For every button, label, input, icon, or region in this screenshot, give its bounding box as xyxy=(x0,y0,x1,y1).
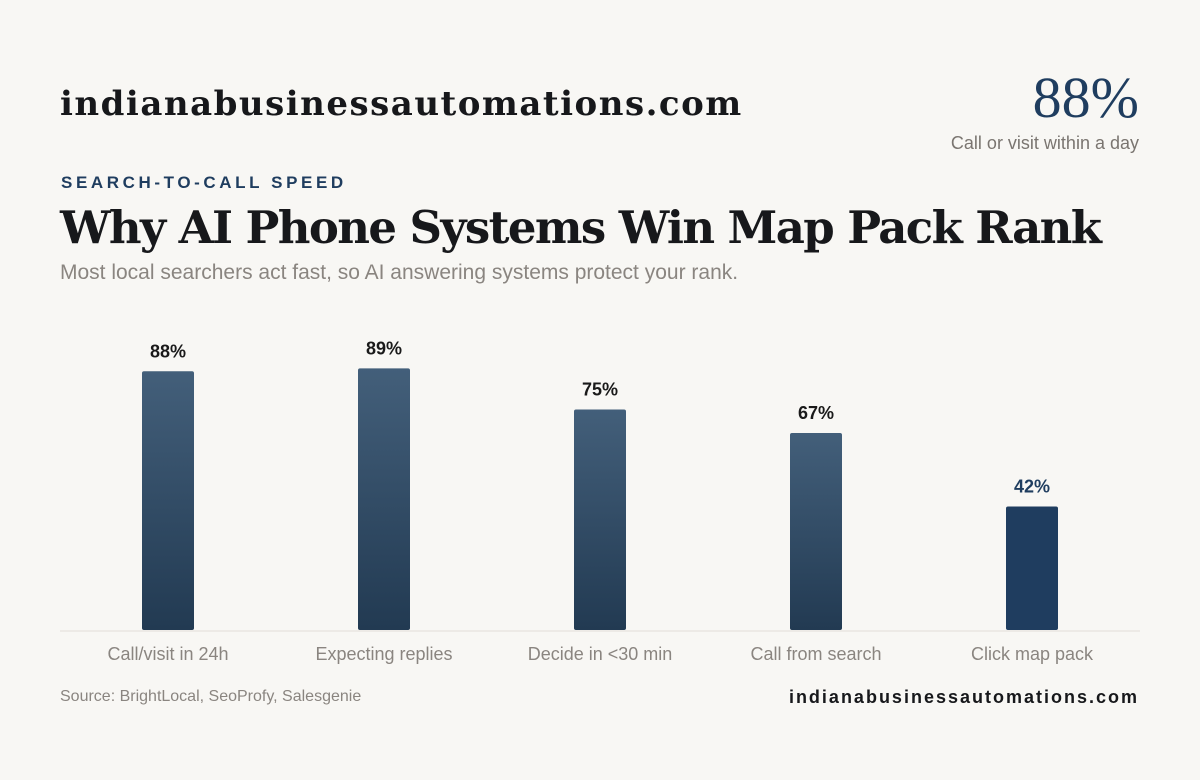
category-label-1: Call/visit in 24h xyxy=(107,644,228,664)
headline-stat-caption: Call or visit within a day xyxy=(950,133,1139,153)
bar-value-label-2: 89% xyxy=(366,338,402,358)
bar-value-label-1: 88% xyxy=(150,341,186,361)
source-note: Source: BrightLocal, SeoProfy, Salesgeni… xyxy=(60,688,362,705)
category-label-5: Click map pack xyxy=(971,644,1094,664)
category-label-3: Decide in <30 min xyxy=(528,644,673,664)
site-domain: indianabusinessautomations.com xyxy=(60,84,743,124)
bar-1 xyxy=(142,371,194,630)
bar-value-label-3: 75% xyxy=(582,380,618,400)
bar-4 xyxy=(790,433,842,630)
page-subtitle: Most local searchers act fast, so AI ans… xyxy=(60,261,739,284)
bar-2 xyxy=(358,368,410,630)
bar-value-label-5: 42% xyxy=(1014,477,1050,497)
category-label-4: Call from search xyxy=(750,644,881,664)
page-title: Why AI Phone Systems Win Map Pack Rank xyxy=(60,201,1102,254)
bar-5 xyxy=(1006,506,1058,630)
bar-3 xyxy=(574,409,626,630)
headline-stat-value: 88% xyxy=(1032,65,1139,130)
bar-value-label-4: 67% xyxy=(798,403,834,423)
category-label-2: Expecting replies xyxy=(315,644,452,664)
eyebrow-label: SEARCH-TO-CALL SPEED xyxy=(61,173,347,192)
footer-domain: indianabusinessautomations.com xyxy=(788,687,1139,707)
